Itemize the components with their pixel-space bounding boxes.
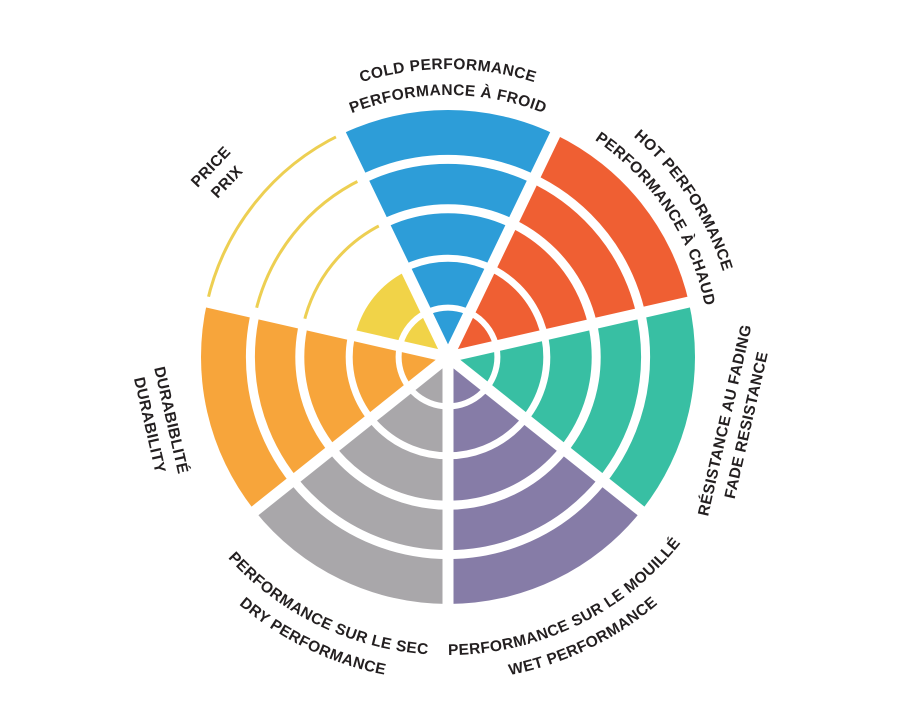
sector-separator-1 [446, 295, 697, 363]
sector-durability-label: DURABIBLITÉDURABILITY [129, 365, 191, 480]
sector-price-label: PRICEPRIX [188, 143, 250, 206]
sector-wet-performance-wedge [448, 357, 642, 604]
sector-price-outline-arc-4 [253, 177, 363, 314]
sector-cold-performance-wedge [340, 109, 556, 358]
sector-cold-performance-label-line-1: COLD PERFORMANCE [358, 56, 539, 86]
sector-price-outline-arc-5 [205, 133, 342, 303]
sector-separator-2 [444, 352, 651, 520]
sector-hot-performance-wedge [448, 134, 689, 357]
sector-fade-resistance-label: RÉSISTANCE AU FADINGFADE RESISTANCE [695, 323, 777, 523]
sector-separator-0 [443, 125, 564, 360]
sector-separator-5 [199, 295, 450, 363]
sector-dry-performance-wedge [254, 357, 448, 604]
sector-price-outline-arc-3 [302, 222, 385, 325]
sector-durability-wedge [200, 302, 448, 511]
sector-separator-4 [245, 352, 452, 520]
sector-fade-resistance-wedge [448, 302, 696, 511]
sector-separator-6 [332, 125, 453, 360]
